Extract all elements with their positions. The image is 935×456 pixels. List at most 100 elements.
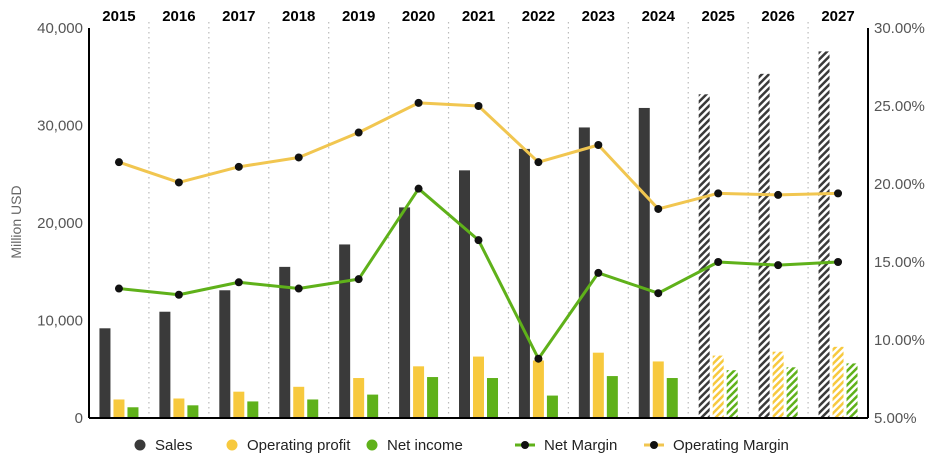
sales-bar	[339, 244, 351, 418]
operating-margin-legend-marker	[650, 441, 658, 449]
right-tick-label: 30.00%	[874, 20, 925, 37]
operating-profit-bar	[413, 366, 425, 418]
net-margin-point	[234, 278, 243, 287]
sales-bar	[459, 170, 470, 418]
operating-margin-point	[834, 189, 843, 198]
operating-profit-bar	[473, 356, 484, 418]
net-income-bar	[487, 378, 498, 418]
operating-profit-bar	[113, 399, 125, 418]
left-axis-ticks: 0 10,000 20,000 30,000 40,000	[37, 20, 83, 427]
operating-margin-line	[118, 101, 839, 211]
sales-bar	[758, 73, 770, 418]
year-label: 2020	[402, 8, 435, 25]
right-tick-label: 15.00%	[874, 254, 925, 271]
left-tick-label: 10,000	[37, 313, 83, 330]
operating-profit-legend-marker	[226, 439, 238, 451]
year-label: 2026	[761, 8, 794, 25]
net-margin-point	[714, 258, 723, 266]
sales-bar	[638, 107, 650, 418]
net-margin-point	[174, 290, 183, 299]
operating-profit-bar	[712, 355, 724, 418]
net-income-bar	[367, 394, 379, 418]
year-label: 2021	[462, 8, 495, 25]
operating-profit-bar	[173, 398, 185, 418]
net-income-bar	[846, 363, 858, 418]
operating-margin-point	[354, 128, 363, 137]
net-income-legend-marker	[366, 439, 378, 451]
net-margin-point	[294, 284, 303, 293]
axes	[88, 28, 869, 419]
bar-series	[99, 51, 858, 419]
operating-margin-point	[774, 190, 783, 199]
net-income-bar	[666, 378, 678, 418]
net-income-bar	[427, 377, 439, 418]
sales-bar	[159, 311, 171, 418]
net-income-bar	[786, 367, 798, 418]
net-margin-point	[534, 354, 543, 363]
left-tick-label: 30,000	[37, 118, 83, 135]
left-tick-label: 40,000	[37, 20, 83, 37]
net-margin-point	[774, 261, 783, 270]
legend-label: Net income	[387, 437, 463, 454]
sales-bar	[399, 207, 411, 418]
operating-margin-point	[414, 98, 423, 107]
right-tick-label: 5.00%	[874, 410, 917, 427]
right-tick-label: 25.00%	[874, 98, 925, 115]
operating-margin-point	[474, 102, 483, 110]
year-label: 2018	[282, 8, 315, 25]
net-margin-point	[114, 284, 123, 293]
operating-margin-point	[654, 204, 663, 213]
year-labels: 2015 2016 2017 2018 2019 2020 2021 2022 2023 2024…	[102, 8, 854, 25]
operating-profit-bar	[353, 378, 365, 418]
sales-bar	[279, 266, 291, 418]
legend: Sales Operating profit Net income Net Margi…	[134, 437, 789, 454]
sales-bar	[578, 127, 590, 418]
sales-bar	[698, 94, 710, 419]
net-margin-point	[354, 275, 363, 284]
operating-profit-bar	[652, 361, 664, 418]
year-label: 2027	[821, 8, 854, 25]
line-series	[114, 98, 843, 363]
operating-profit-bar	[592, 352, 604, 418]
net-margin-point	[594, 268, 603, 277]
left-tick-label: 20,000	[37, 215, 83, 232]
operating-margin-point	[234, 162, 243, 171]
sales-bar	[518, 148, 530, 418]
net-margin-legend-marker	[521, 441, 529, 449]
legend-label: Operating profit	[247, 437, 351, 454]
sales-bar	[99, 328, 111, 418]
net-margin-point	[414, 184, 423, 193]
year-label: 2017	[222, 8, 255, 25]
operating-margin-point	[534, 158, 543, 167]
operating-profit-bar	[772, 351, 784, 418]
operating-margin-point	[114, 158, 123, 167]
year-label: 2019	[342, 8, 375, 25]
sales-legend-marker	[134, 439, 146, 451]
net-income-bar	[546, 395, 558, 418]
sales-bar	[219, 290, 231, 418]
operating-margin-point	[594, 141, 603, 149]
operating-margin-point	[174, 178, 183, 187]
operating-profit-bar	[532, 360, 544, 418]
left-tick-label: 0	[75, 410, 83, 427]
year-label: 2025	[702, 8, 735, 25]
right-axis-ticks: 5.00% 10.00% 15.00% 20.00% 25.00% 30.00%	[874, 20, 925, 427]
operating-margin-point	[714, 189, 723, 198]
operating-profit-bar	[233, 391, 245, 418]
net-income-bar	[247, 401, 259, 418]
sales-bar	[818, 51, 830, 419]
y-axis-label: Million USD	[8, 185, 24, 258]
vertical-gridlines	[148, 22, 809, 418]
right-tick-label: 20.00%	[874, 176, 925, 193]
net-income-bar	[187, 405, 199, 418]
year-label: 2016	[162, 8, 195, 25]
right-tick-label: 10.00%	[874, 332, 925, 349]
legend-label: Sales	[155, 437, 193, 454]
year-label: 2023	[582, 8, 615, 25]
year-label: 2024	[642, 8, 676, 25]
legend-label: Net Margin	[544, 437, 617, 454]
net-margin-point	[834, 258, 843, 266]
net-income-bar	[726, 370, 738, 418]
net-income-bar	[307, 399, 319, 418]
